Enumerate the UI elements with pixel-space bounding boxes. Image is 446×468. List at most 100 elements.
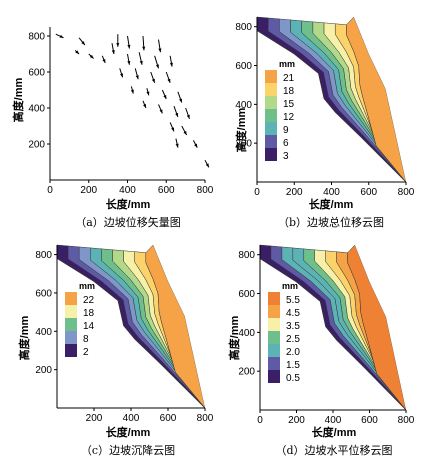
legend-swatch — [265, 148, 277, 161]
legend-swatch — [265, 70, 277, 83]
legend-label: 14 — [83, 321, 95, 332]
legend-label: 18 — [83, 308, 95, 319]
vector-arrow — [116, 34, 120, 47]
vector-arrow — [177, 91, 183, 103]
vector-arrow — [204, 159, 210, 168]
vector-arrow — [161, 89, 167, 100]
legend-swatch — [268, 305, 280, 318]
legend-swatch — [65, 331, 77, 344]
x-tick-label: 400 — [123, 413, 140, 424]
vector-arrow — [173, 106, 179, 118]
vector-arrow — [158, 104, 163, 114]
panel-c: 200 400 600 800 200 400 600 800 mm 22 18 14 8 2 高度/mm… — [17, 241, 214, 457]
legend-label: 8 — [83, 334, 89, 345]
legend-label: 5.5 — [286, 295, 300, 306]
legend-unit: mm — [79, 281, 95, 291]
x-tick-label: 200 — [80, 185, 97, 196]
legend-swatch — [65, 344, 77, 357]
legend-swatch — [265, 122, 277, 135]
x-tick-label: 400 — [323, 187, 340, 198]
panel-b-xlabel: 长度/mm — [309, 197, 354, 211]
y-tick-label: 200 — [28, 140, 45, 151]
vector-arrow — [138, 52, 143, 65]
x-tick-label: 600 — [158, 185, 175, 196]
legend-unit: mm — [279, 59, 295, 69]
x-tick-label: 400 — [119, 185, 136, 196]
vector-arrow — [165, 71, 171, 83]
legend-swatch — [265, 83, 277, 96]
panel-a-xlabel: 长度/mm — [106, 197, 151, 211]
panel-c-xlabel: 长度/mm — [106, 425, 151, 439]
legend-swatch — [65, 318, 77, 331]
x-tick-label: 0 — [47, 185, 53, 196]
x-tick-label: 600 — [361, 415, 378, 426]
panel-c-caption: （c）边坡沉降云图 — [81, 443, 175, 457]
vector-arrow — [130, 86, 134, 94]
y-tick-label: 800 — [35, 250, 52, 261]
x-tick-label: 600 — [360, 187, 377, 198]
slope-face-line — [256, 17, 407, 183]
x-tick-label: 800 — [398, 415, 415, 426]
x-tick-label: 0 — [257, 415, 263, 426]
legend-swatch — [268, 318, 280, 331]
y-tick-label: 600 — [35, 288, 52, 299]
below-slope-mask — [260, 245, 406, 410]
legend-label: 9 — [283, 125, 289, 136]
x-tick-label: 800 — [197, 185, 214, 196]
legend-label: 21 — [283, 73, 295, 84]
y-tick-label: 200 — [35, 365, 52, 376]
vector-arrow — [55, 33, 64, 39]
legend-label: 0.5 — [286, 373, 300, 384]
vector-arrow — [127, 53, 131, 65]
vector-arrow — [175, 138, 179, 148]
panel-a: 0 200 400 600 800 200 400 600 800 高度/mm 长度/mm （a… — [11, 27, 214, 229]
x-tick-label: 200 — [86, 413, 103, 424]
y-tick-label: 600 — [238, 289, 255, 300]
legend-label: 4.5 — [286, 308, 300, 319]
x-tick-label: 800 — [197, 413, 214, 424]
vector-arrow — [158, 39, 162, 53]
legend-label: 1.5 — [286, 360, 300, 371]
legend-label: 3 — [283, 151, 289, 162]
vector-arrow — [146, 88, 150, 96]
legend-swatch — [265, 135, 277, 148]
panel-b-caption: （b）边坡总位移云图 — [278, 215, 384, 229]
legend-swatch — [268, 357, 280, 370]
panel-d-plot: 0 200 400 600 800 200 400 600 800 mm 5.5 4.5 3.5 2.5 2… — [238, 241, 415, 426]
legend-label: 2 — [83, 347, 89, 358]
vector-arrow — [134, 68, 139, 80]
vector-arrow — [101, 55, 106, 64]
legend-swatch — [65, 292, 77, 305]
legend-unit: mm — [282, 281, 298, 291]
panel-b: 0 200 400 600 800 200 400 600 800 mm 21 18 15 12 9 6 3 高… — [234, 13, 415, 229]
legend-label: 18 — [283, 86, 295, 97]
y-tick-label: 400 — [28, 104, 45, 115]
panel-d-xlabel: 长度/mm — [312, 425, 357, 439]
vector-arrow — [78, 37, 86, 46]
outside-domain-mask — [153, 241, 209, 408]
panel-d-ylabel: 高度/mm — [227, 315, 241, 360]
vector-arrow — [119, 68, 124, 78]
panel-d-caption: （d）边坡水平位移云图 — [275, 443, 392, 457]
vector-arrow — [169, 55, 173, 67]
panel-a-caption: （a）边坡位移矢量图 — [75, 215, 181, 229]
panel-b-plot: 0 200 400 600 800 200 400 600 800 mm 21 18 15 12 9 6 3 — [235, 13, 415, 198]
legend-label: 6 — [283, 138, 289, 149]
panel-c-plot: 200 400 600 800 200 400 600 800 mm 22 18 14 8 2 — [35, 241, 214, 424]
vector-arrow — [192, 140, 198, 148]
panel-b-ylabel: 高度/mm — [234, 107, 248, 152]
y-tick-label: 800 — [238, 250, 255, 261]
y-tick-label: 600 — [28, 68, 45, 79]
y-tick-label: 600 — [235, 61, 252, 72]
legend-swatch — [265, 96, 277, 109]
panel-a-ylabel: 高度/mm — [11, 77, 25, 122]
legend-label: 3.5 — [286, 321, 300, 332]
x-tick-label: 800 — [398, 187, 415, 198]
y-tick-label: 200 — [238, 367, 255, 378]
legend-swatch — [268, 292, 280, 305]
vector-arrow — [74, 50, 80, 55]
y-tick-label: 800 — [235, 22, 252, 33]
vector-arrow — [169, 122, 175, 132]
y-tick-label: 800 — [28, 32, 45, 43]
